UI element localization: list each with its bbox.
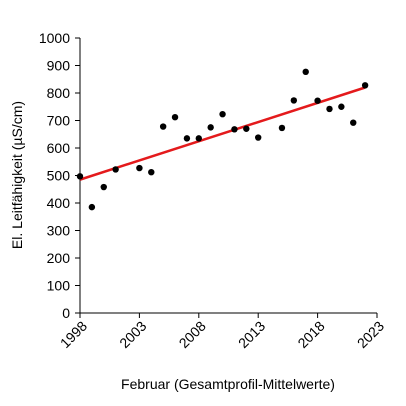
data-points [76,68,369,211]
data-point [338,103,345,110]
y-axis-title: El. Leitfähigkeit (µS/cm) [9,101,25,249]
x-tick-label: 2013 [235,318,268,351]
x-tick-label: 1998 [57,318,90,351]
data-point [207,124,214,131]
y-ticks: 0 100 200 300 400 500 600 700 800 900 1000 [39,30,80,321]
y-tick-label: 1000 [39,30,70,46]
data-point [171,114,179,121]
data-point [255,134,262,141]
data-point [290,97,298,104]
data-point [278,124,286,132]
data-point [231,126,238,133]
axes [79,38,377,314]
y-tick-label: 400 [47,195,71,211]
y-tick-label: 900 [47,58,71,74]
data-point [159,123,167,130]
trendline-group [79,86,366,181]
trendline [79,86,366,181]
data-point [112,166,119,173]
y-tick-label: 700 [47,113,71,129]
x-tick-label: 2003 [116,318,149,351]
data-point [302,68,309,76]
data-point [361,82,369,89]
data-point [243,125,250,132]
data-point [88,203,96,211]
y-tick-label: 800 [47,85,71,101]
x-ticks: 1998 2003 2008 2013 2018 2023 [57,313,387,351]
data-point [183,135,191,142]
x-tick-label: 2018 [294,318,327,351]
data-point [148,169,155,176]
y-tick-label: 300 [47,223,71,239]
x-axis-title: Februar (Gesamtprofil-Mittelwerte) [121,376,335,392]
data-point [100,183,107,191]
y-tick-label: 0 [62,305,70,321]
data-point [136,164,143,172]
y-tick-label: 600 [47,140,71,156]
data-point [76,173,84,180]
y-tick-label: 100 [47,278,71,294]
y-tick-label: 500 [47,168,71,184]
data-point [314,97,321,104]
data-point [219,110,226,118]
data-point [195,135,202,142]
data-point [350,119,357,126]
data-point [326,105,333,113]
x-tick-label: 2023 [354,318,387,351]
y-tick-label: 200 [47,250,71,266]
x-tick-label: 2008 [176,318,209,351]
